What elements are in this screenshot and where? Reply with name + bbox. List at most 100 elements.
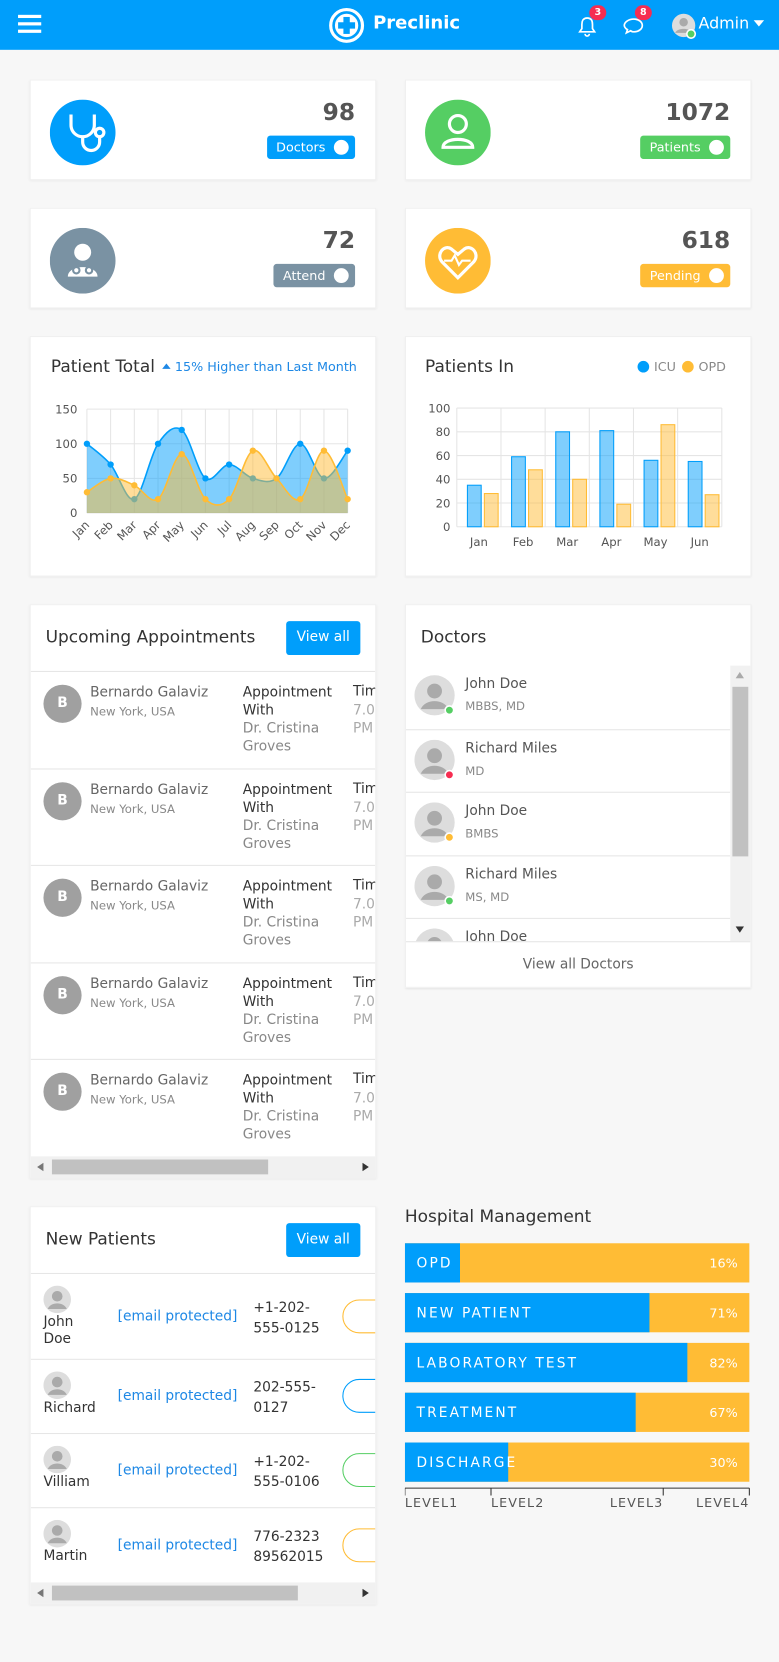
x-tick-label: LEVEL1 xyxy=(405,1495,458,1510)
legend-label: ICU xyxy=(654,359,676,374)
point xyxy=(107,461,114,468)
stat-label: Attend xyxy=(273,263,356,288)
chart-title: Patients In xyxy=(425,356,515,377)
patient-name: Martin xyxy=(43,1548,88,1565)
point xyxy=(225,495,233,503)
x-tick-label: Feb xyxy=(513,535,534,549)
y-tick-label: 150 xyxy=(55,402,77,416)
value-label: 30% xyxy=(709,1455,737,1470)
value-label: 82% xyxy=(709,1355,737,1370)
stat-value: 72 xyxy=(322,227,356,255)
patient-row: Villiam [email protected] +1-202-555-0106 xyxy=(30,1432,376,1508)
doctor-name: Dr. Cristina Groves xyxy=(242,720,320,755)
user-name[interactable]: Admin xyxy=(698,13,750,33)
x-tick-label: Aug xyxy=(232,518,258,544)
y-tick-label: 100 xyxy=(55,437,77,451)
bar xyxy=(404,1293,650,1333)
status-pill xyxy=(342,1453,376,1488)
user-avatar[interactable] xyxy=(671,13,699,41)
doctor-avatar xyxy=(414,865,455,906)
timing: 7.00 PM xyxy=(352,993,375,1028)
view-all-button[interactable]: View all xyxy=(286,1223,361,1258)
patient-phone: 202-555-0127 xyxy=(253,1379,316,1417)
bar xyxy=(404,1243,460,1283)
value-label: 67% xyxy=(709,1405,737,1420)
status-pill xyxy=(342,1298,376,1333)
stat-label: Pending xyxy=(640,263,731,288)
x-tick-label: Nov xyxy=(303,518,329,544)
doctor-name: Dr. Cristina Groves xyxy=(242,1108,320,1143)
x-tick-label: Jul xyxy=(214,518,235,539)
stat-card: 98 Doctors xyxy=(29,79,377,181)
bar-label: NEW PATIENT xyxy=(417,1305,533,1321)
notification-badge: 3 xyxy=(589,5,607,21)
chart-annotation: 15% Higher than Last Month xyxy=(174,359,357,375)
appointment-with: Appointment With xyxy=(242,1072,333,1107)
doctor-row: Richard Miles MS, MD xyxy=(405,854,731,919)
brand[interactable]: Preclinic xyxy=(373,12,461,34)
patient-name: John Doe xyxy=(43,1314,74,1348)
patient-avatar xyxy=(43,1445,72,1474)
x-tick-label: May xyxy=(160,518,187,545)
chart-title: Hospital Management xyxy=(404,1206,592,1227)
stat-value: 618 xyxy=(681,227,731,255)
legend-marker xyxy=(682,360,694,373)
patient-row: John Doe [email protected] +1-202-555-0125 xyxy=(30,1272,376,1360)
chat-icon[interactable] xyxy=(623,17,644,36)
chart-title: Patient Total xyxy=(50,356,155,377)
hospital-management-chart: OPD 16% NEW PATIENT 71% LABORATORY TEST 82% TR… xyxy=(404,1243,750,1510)
logo[interactable] xyxy=(329,7,365,43)
doctor-name: John Doe xyxy=(465,676,528,693)
appointment-with: Appointment With xyxy=(242,878,333,913)
patient-email[interactable]: [email protected] xyxy=(117,1462,238,1479)
x-tick-label: Mar xyxy=(114,518,140,544)
card-title: Upcoming Appointments xyxy=(45,626,256,647)
avatar: B xyxy=(43,781,82,820)
doctors-card: Doctors John Doe MBBS, MD Richard Miles MD J… xyxy=(404,604,752,988)
top-bar: Preclinic 3 8 Admin xyxy=(0,0,779,50)
avatar: B xyxy=(43,878,82,917)
timing: 7.00 PM xyxy=(352,1090,375,1125)
patient-avatar xyxy=(43,1519,72,1548)
doctor-avatar xyxy=(414,675,455,716)
patient-location: New York, USA xyxy=(90,995,176,1010)
timing-label: Timing xyxy=(352,683,377,700)
h-scrollbar[interactable] xyxy=(30,1156,376,1178)
patient-email[interactable]: [email protected] xyxy=(117,1308,238,1325)
patient-phone: 776-2323 89562015 xyxy=(253,1528,324,1565)
patient-total-card: Patient Total 15% Higher than Last Month… xyxy=(29,335,377,577)
patient-location: New York, USA xyxy=(90,898,176,913)
patient-email[interactable]: [email protected] xyxy=(117,1537,238,1554)
patient-avatar xyxy=(43,1285,72,1314)
x-tick-label: Jun xyxy=(187,518,210,541)
doctor-row: John Doe BMBS xyxy=(405,791,731,856)
bar xyxy=(643,459,659,528)
timing-label: Timing xyxy=(352,780,377,797)
area xyxy=(86,450,348,513)
stat-icon xyxy=(49,99,116,166)
view-all-button[interactable]: View all xyxy=(286,621,361,656)
bar xyxy=(555,431,571,528)
caret[interactable] xyxy=(753,20,765,27)
y-tick-label: 60 xyxy=(436,449,451,463)
appointment-row: B Bernardo Galaviz New York, USA Appointmen… xyxy=(30,1058,377,1157)
patient-phone: +1-202-555-0106 xyxy=(253,1454,320,1491)
y-tick-label: 50 xyxy=(63,472,78,486)
bell-icon[interactable] xyxy=(578,16,597,37)
view-all-doctors[interactable]: View all Doctors xyxy=(405,941,751,987)
timing-label: Timing xyxy=(352,1071,377,1088)
x-tick-label: Oct xyxy=(281,518,305,542)
patient-name: Bernardo Galaviz xyxy=(90,975,209,992)
appointment-with: Appointment With xyxy=(242,975,333,1010)
patient-email[interactable]: [email protected] xyxy=(117,1388,238,1405)
menu-icon[interactable] xyxy=(18,14,42,35)
patient-location: New York, USA xyxy=(90,1092,176,1107)
bar xyxy=(511,456,526,528)
bar xyxy=(528,469,543,528)
patient-row: Martin [email protected] 776-2323 89562015 xyxy=(30,1507,376,1583)
h-scrollbar[interactable] xyxy=(30,1582,376,1604)
timing: 7.00 PM xyxy=(352,896,375,931)
v-scrollbar[interactable] xyxy=(730,665,751,942)
bar xyxy=(466,484,482,528)
